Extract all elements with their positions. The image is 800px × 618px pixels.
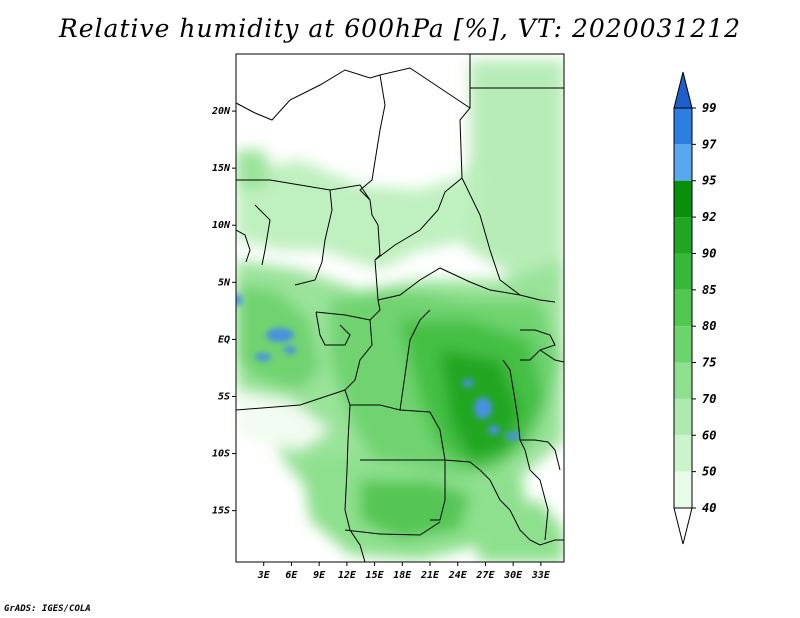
colorbar-label: 70 — [702, 392, 716, 406]
lon-tick-label: 12E — [338, 570, 357, 581]
colorbar-segment — [674, 217, 692, 254]
lat-tick-label: 5S — [218, 391, 230, 402]
colorbar-label: 97 — [702, 137, 717, 151]
map-title: Relative humidity at 600hPa [%], VT: 202… — [58, 14, 742, 43]
colorbar-label: 85 — [702, 283, 716, 297]
colorbar-segment — [674, 326, 692, 363]
lat-tick-label: 5N — [218, 277, 231, 288]
lat-tick-label: 15S — [212, 506, 230, 517]
lon-tick-label: 18E — [393, 570, 412, 581]
colorbar-label: 80 — [702, 319, 716, 333]
colorbar-segment — [674, 362, 692, 399]
lat-tick-label: 10N — [212, 220, 231, 231]
colorbar-segment — [674, 289, 692, 327]
lon-tick-label: 24E — [448, 570, 468, 581]
colorbar: 99 97 95 92 90 85 80 75 70 60 50 40 — [673, 71, 717, 545]
longitude-axis: 3E 6E 9E 12E 15E 18E 21E 24E 27E 30E 33E — [257, 562, 551, 581]
lat-tick-label: 10S — [212, 449, 230, 460]
lon-tick-label: 30E — [503, 570, 523, 581]
lat-tick-label: 15N — [212, 163, 231, 174]
colorbar-segment — [674, 471, 692, 508]
colorbar-segment — [674, 180, 692, 218]
colorbar-segment — [674, 398, 692, 436]
lon-tick-label: 15E — [366, 570, 385, 581]
colorbar-label: 40 — [702, 501, 716, 515]
colorbar-segment — [674, 435, 692, 472]
colorbar-top-triangle — [673, 71, 693, 109]
lon-tick-label: 33E — [531, 570, 551, 581]
colorbar-segment — [674, 253, 692, 290]
country-borders — [236, 54, 564, 562]
lat-tick-label: EQ — [218, 334, 230, 345]
colorbar-label: 99 — [702, 101, 716, 115]
colorbar-segment — [674, 108, 692, 145]
colorbar-label: 95 — [702, 174, 716, 188]
colorbar-label: 90 — [702, 246, 716, 260]
lon-tick-label: 6E — [285, 570, 298, 581]
colorbar-label: 60 — [702, 428, 716, 442]
colorbar-outline — [673, 107, 693, 509]
map-frame — [235, 53, 565, 563]
colorbar-label: 50 — [702, 465, 716, 479]
grads-credit: GrADS: IGES/COLA — [4, 604, 91, 614]
lat-tick-label: 20N — [211, 106, 231, 117]
colorbar-segment — [674, 144, 692, 181]
lon-tick-label: 3E — [257, 570, 271, 581]
lon-tick-label: 21E — [420, 570, 440, 581]
lon-tick-label: 27E — [475, 570, 495, 581]
colorbar-bottom-triangle — [673, 507, 693, 545]
humidity-field — [236, 54, 564, 562]
latitude-axis: 20N 15N 10N 5N EQ 5S 10S 15S — [211, 106, 236, 517]
colorbar-label: 75 — [702, 356, 716, 370]
lon-tick-label: 9E — [313, 570, 326, 581]
colorbar-label: 92 — [702, 210, 716, 224]
